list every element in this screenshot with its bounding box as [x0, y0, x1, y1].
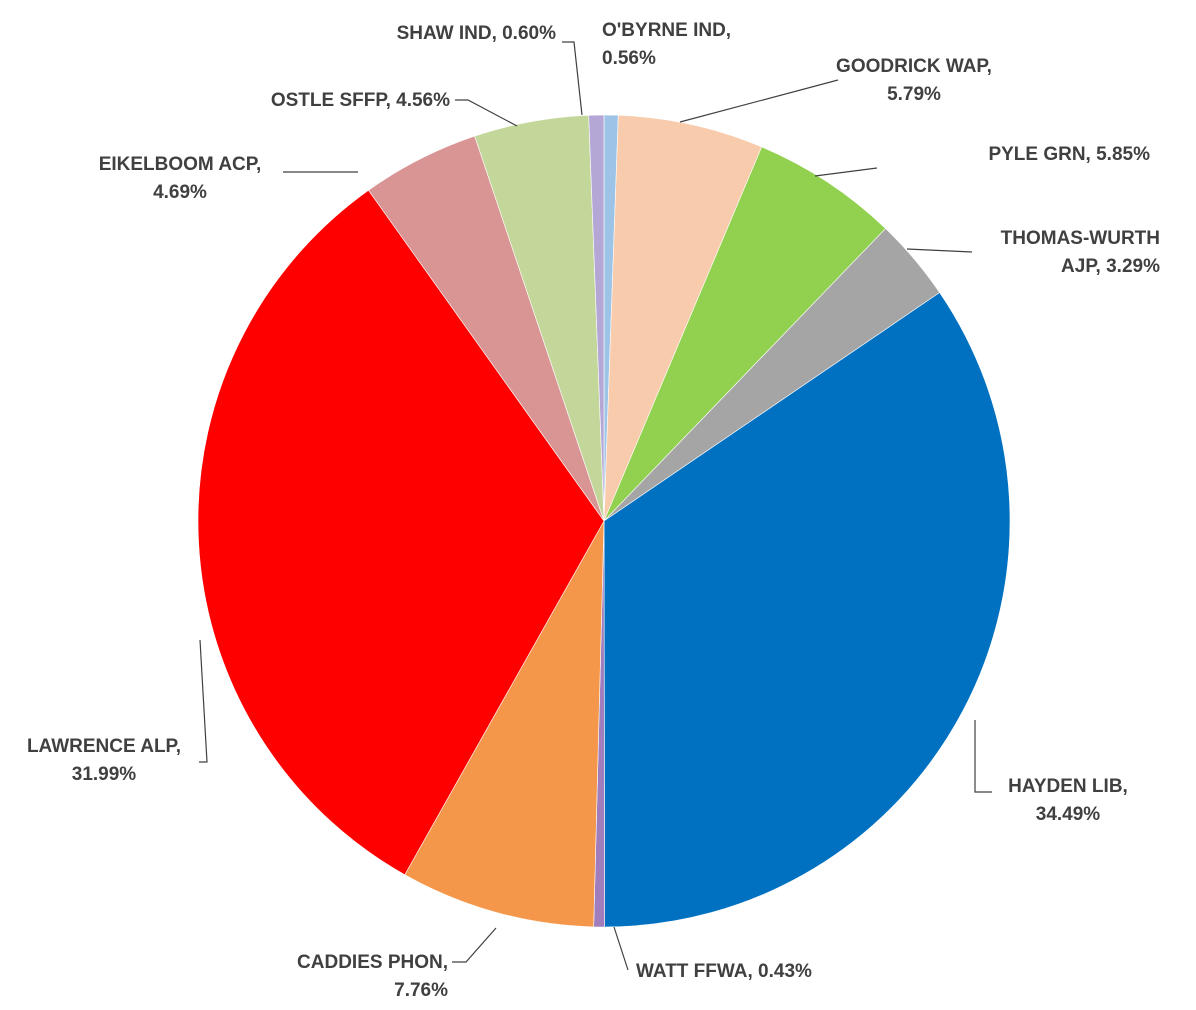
slice-value-2: 5.79% [887, 84, 941, 105]
slice-value-8: 31.99% [72, 764, 137, 785]
pie-slice-2 [603, 114, 763, 522]
leader-line-10 [455, 99, 518, 127]
slice-labels: O'BYRNE IND, 0.56% GOODRICK WAP, 5.79% PYLE … [27, 20, 1160, 1001]
leader-line-4 [906, 248, 973, 253]
slice-value-4: AJP, 3.29% [1061, 256, 1160, 277]
slice-label-8: LAWRENCE ALP, [27, 736, 181, 757]
slice-label-2: GOODRICK WAP, [836, 56, 992, 77]
leader-line-5 [974, 720, 992, 793]
slice-label-1: O'BYRNE IND, [602, 20, 731, 41]
leader-line-7 [452, 927, 497, 963]
slice-label-4: THOMAS-WURTH [1001, 228, 1160, 249]
leader-lines [199, 41, 992, 971]
slice-label-11: SHAW IND, 0.60% [397, 23, 557, 44]
pie-slices [197, 114, 1011, 928]
slice-label-5: HAYDEN LIB, [1008, 776, 1128, 797]
leader-line-2 [679, 79, 839, 123]
slice-value-5: 34.49% [1036, 804, 1101, 825]
leader-line-11 [562, 41, 583, 116]
leader-line-6 [613, 926, 629, 971]
pie-slice-8 [197, 189, 605, 876]
pie-slice-11 [588, 114, 605, 522]
slice-label-10: OSTLE SFFP, 4.56% [271, 90, 450, 111]
slice-label-3: PYLE GRN, 5.85% [988, 144, 1150, 165]
leader-line-8 [199, 639, 208, 763]
leader-line-3 [814, 167, 878, 177]
slice-value-1: 0.56% [602, 48, 656, 69]
slice-label-6: WATT FFWA, 0.43% [636, 961, 812, 982]
pie-slice-3 [603, 146, 887, 522]
pie-slice-7 [404, 520, 605, 928]
slice-value-7: 7.76% [394, 980, 448, 1001]
slice-label-7: CADDIES PHON, [297, 952, 448, 973]
pie-slice-5 [603, 292, 1011, 928]
slice-label-9: EIKELBOOM ACP, [99, 154, 262, 175]
slice-value-9: 4.69% [153, 182, 207, 203]
